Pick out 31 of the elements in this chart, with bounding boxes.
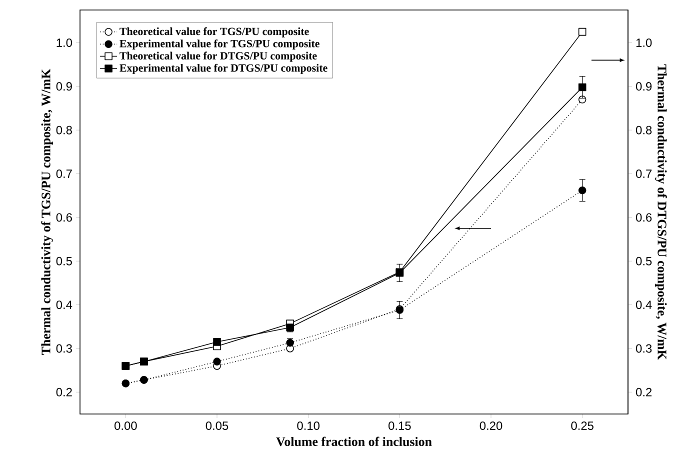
- y-tick-label: 0.5: [56, 256, 72, 266]
- y-tick-label: 0.9: [56, 82, 72, 91]
- x-tick-label: 0.10: [297, 422, 320, 430]
- y2-tick-label: 0.8: [636, 126, 652, 134]
- y2-tick-label: 0.6: [636, 213, 652, 222]
- y2-tick-label: 1.0: [636, 38, 652, 47]
- x-tick-label: 0.15: [388, 422, 411, 430]
- y-tick-label: 0.2: [56, 388, 72, 396]
- x-tick-label: 0.20: [480, 422, 502, 430]
- y-tick-label: 1.0: [56, 38, 72, 47]
- legend-label: Experimental value for TGS/PU composite: [120, 39, 320, 50]
- y-tick-label: 0.3: [56, 344, 72, 353]
- y2-tick-label: 0.4: [636, 300, 652, 310]
- y2-tick-label: 0.5: [636, 256, 652, 266]
- x-axis-title: Volume fraction of inclusion: [276, 436, 432, 446]
- legend-label: Experimental value for DTGS/PU composite: [120, 64, 328, 74]
- legend-label: Theoretical value for DTGS/PU composite: [120, 52, 317, 62]
- y2-axis-title: Thermal conductivity of DTGS/PU composite, W/mK: [654, 64, 667, 360]
- legend-label: Theoretical value for TGS/PU composite: [120, 27, 309, 38]
- y2-tick-label: 0.9: [636, 82, 652, 91]
- x-tick-label: 0.05: [206, 422, 228, 430]
- y-axis-title: Thermal conductivity of TGS/PU composite, W/mK: [41, 68, 54, 355]
- y2-tick-label: 0.3: [636, 344, 652, 353]
- x-tick-label: 0.00: [114, 422, 137, 430]
- y2-tick-label: 0.2: [636, 388, 652, 396]
- y-tick-label: 0.4: [56, 300, 72, 310]
- y2-tick-label: 0.7: [636, 170, 652, 178]
- y-tick-label: 0.7: [56, 170, 72, 178]
- y-tick-label: 0.6: [56, 213, 72, 222]
- x-tick-label: 0.25: [571, 422, 594, 430]
- y-tick-label: 0.8: [56, 126, 72, 134]
